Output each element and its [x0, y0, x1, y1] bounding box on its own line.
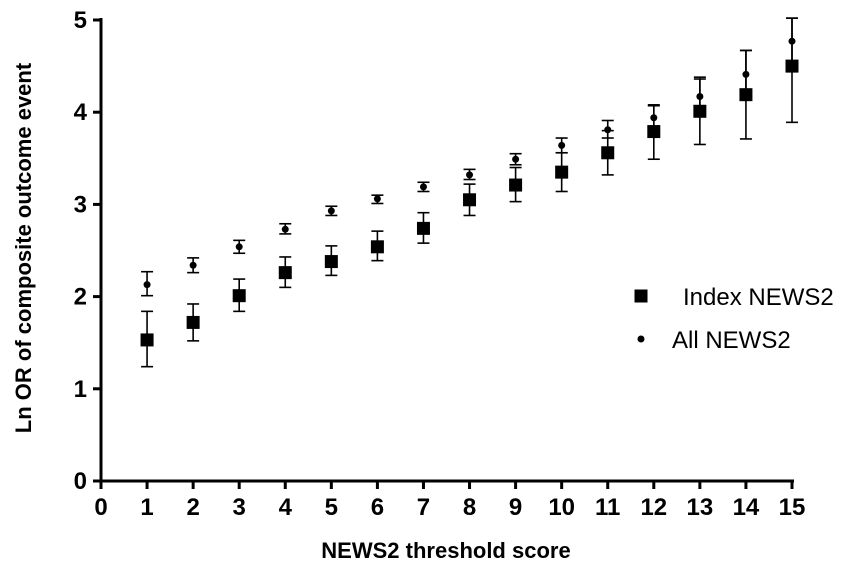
data-point-square [186, 315, 200, 329]
data-point-circle [373, 195, 381, 203]
x-tick-label: 4 [279, 494, 293, 521]
data-point-circle [419, 183, 427, 191]
y-axis-title: Ln OR of composite outcome event [11, 62, 36, 433]
data-point-square [232, 289, 246, 303]
data-point-square [647, 125, 661, 139]
data-point-square [140, 333, 154, 347]
data-point-square [509, 178, 523, 192]
x-tick-label: 3 [233, 494, 246, 521]
data-point-circle [466, 171, 474, 179]
y-tick-label: 1 [74, 376, 87, 403]
data-point-square [370, 240, 384, 254]
legend-label: All NEWS2 [672, 327, 791, 354]
data-point-square [555, 165, 569, 179]
x-tick-label: 11 [595, 494, 620, 521]
legend-marker-circle [637, 335, 645, 343]
data-point-circle [558, 141, 566, 149]
x-tick-label: 1 [140, 494, 153, 521]
data-point-circle [696, 93, 704, 101]
x-tick-label: 12 [640, 494, 667, 521]
x-tick-label: 9 [509, 494, 522, 521]
y-tick-label: 2 [74, 284, 87, 311]
data-point-circle [143, 281, 151, 289]
x-tick-label: 7 [417, 494, 430, 521]
x-tick-label: 6 [371, 494, 384, 521]
data-point-circle [235, 243, 243, 251]
data-point-square [278, 266, 292, 280]
data-point-circle [788, 37, 796, 45]
x-tick-label: 0 [94, 494, 107, 521]
x-tick-label: 5 [325, 494, 338, 521]
data-point-circle [742, 70, 750, 78]
x-axis-title: NEWS2 threshold score [321, 538, 570, 563]
x-tick-label: 13 [687, 494, 714, 521]
x-tick-label: 8 [463, 494, 476, 521]
legend-marker-square [634, 289, 648, 303]
data-point-circle [604, 126, 612, 134]
y-tick-label: 3 [74, 191, 87, 218]
data-point-square [463, 193, 477, 207]
x-tick-label: 14 [733, 494, 760, 521]
data-point-square [324, 255, 338, 269]
legend-label: Index NEWS2 [683, 284, 834, 311]
data-point-circle [189, 261, 197, 269]
data-point-circle [281, 225, 289, 233]
y-tick-label: 5 [74, 7, 87, 34]
data-point-square [416, 221, 430, 235]
data-point-square [601, 146, 615, 160]
data-point-circle [327, 207, 335, 215]
data-point-circle [512, 155, 520, 163]
y-tick-label: 0 [74, 468, 87, 495]
x-tick-label: 10 [548, 494, 575, 521]
data-point-circle [650, 114, 658, 122]
y-tick-label: 4 [74, 99, 88, 126]
x-tick-label: 15 [779, 494, 806, 521]
x-tick-label: 2 [186, 494, 199, 521]
